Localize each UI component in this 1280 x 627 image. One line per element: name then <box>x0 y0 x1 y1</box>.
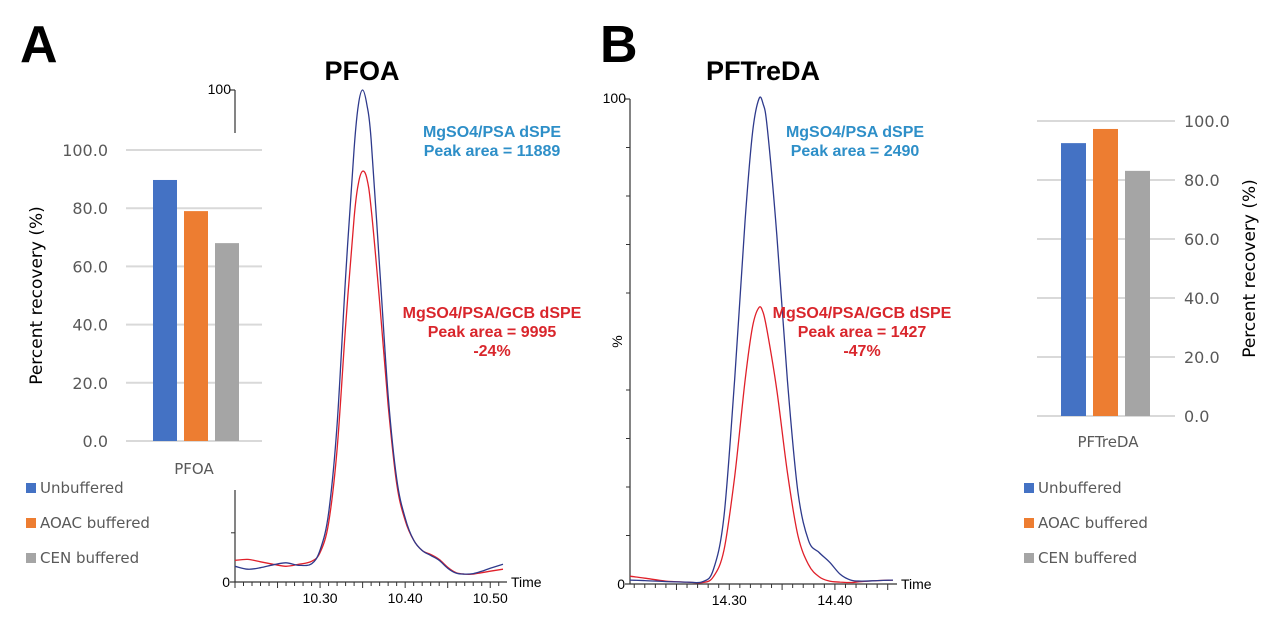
bar-chart-pftreda: 0.0 20.0 40.0 60.0 80.0 100.0 PFTreDA Percent r… <box>1037 112 1260 451</box>
y-tick-label: 0.0 <box>1184 407 1209 426</box>
chromatogram-pftreda: PFTreDA 100 0 14.30 14.40 Time% MgSO4/PSA dSP… <box>603 56 952 608</box>
bar-cen-buffered <box>1125 170 1150 416</box>
y-tick-label: 100.0 <box>62 141 108 160</box>
x-tick-label: 10.30 <box>303 590 338 606</box>
peak-annotation: Peak area = 11889 <box>424 143 561 160</box>
legend-label: Unbuffered <box>40 479 124 497</box>
y-tick-label: 0 <box>617 576 625 592</box>
y-axis-label: Percent recovery (%) <box>27 206 47 385</box>
bar-aoac-buffered <box>184 211 208 441</box>
legend-swatch <box>1024 483 1034 493</box>
y-axis-label: Percent recovery (%) <box>1240 179 1260 358</box>
peak-annotation: -47% <box>843 343 880 360</box>
bar-chart-pfoa: 0.0 20.0 40.0 60.0 80.0 100.0 PFOA Percent reco… <box>27 141 262 478</box>
x-axis-label: Time <box>511 574 542 590</box>
bar-aoac-buffered <box>1093 128 1118 416</box>
peak-annotation: Peak area = 1427 <box>798 324 927 341</box>
y-tick-label: 0 <box>222 574 230 590</box>
bar-unbuffered <box>1061 143 1086 416</box>
y-axis-label: % <box>609 335 625 347</box>
x-tick-label: 10.50 <box>473 590 508 606</box>
x-tick-label: 10.40 <box>388 590 423 606</box>
legend-swatch <box>26 518 36 528</box>
panel-letter-b: B <box>600 16 638 74</box>
legend-a: Unbuffered AOAC buffered CEN buffered <box>26 479 150 567</box>
legend-label: CEN buffered <box>40 549 139 567</box>
peak-annotation: MgSO4/PSA/GCB dSPE <box>403 305 582 322</box>
legend-swatch <box>26 553 36 563</box>
y-tick-label: 40.0 <box>72 316 108 335</box>
peak-annotation: Peak area = 9995 <box>428 324 557 341</box>
x-category-label: PFTreDA <box>1078 433 1140 451</box>
bar-cen-buffered <box>215 243 239 441</box>
x-category-label: PFOA <box>174 460 214 478</box>
panel-letter-a: A <box>20 16 58 74</box>
trace-psa <box>234 89 504 575</box>
trace-psa <box>629 96 894 584</box>
chromatogram-title: PFOA <box>324 56 399 86</box>
y-tick-label: 80.0 <box>72 199 108 218</box>
legend-label: AOAC buffered <box>40 514 150 532</box>
x-tick-label: 14.40 <box>817 592 852 608</box>
y-tick-label: 100.0 <box>1184 112 1230 131</box>
legend-b: Unbuffered AOAC buffered CEN buffered <box>1024 479 1148 567</box>
bar-unbuffered <box>153 179 177 441</box>
y-tick-label: 60.0 <box>1184 230 1220 249</box>
legend-swatch <box>1024 518 1034 528</box>
y-tick-label: 0.0 <box>83 432 108 451</box>
trace-psa-gcb <box>234 170 504 575</box>
trace-psa-gcb <box>629 306 894 584</box>
y-tick-label: 40.0 <box>1184 289 1220 308</box>
x-tick-label: 14.30 <box>712 592 747 608</box>
y-tick-label: 100 <box>208 81 232 97</box>
y-tick-label: 20.0 <box>72 374 108 393</box>
y-tick-label: 100 <box>603 90 627 106</box>
peak-annotation: MgSO4/PSA/GCB dSPE <box>773 305 952 322</box>
legend-label: CEN buffered <box>1038 549 1137 567</box>
peak-annotation: Peak area = 2490 <box>791 143 920 160</box>
x-axis-label: Time <box>901 576 932 592</box>
legend-swatch <box>1024 553 1034 563</box>
y-tick-label: 60.0 <box>72 257 108 276</box>
legend-swatch <box>26 483 36 493</box>
chromatogram-title: PFTreDA <box>706 56 820 86</box>
peak-annotation: -24% <box>473 343 510 360</box>
y-tick-label: 20.0 <box>1184 348 1220 367</box>
legend-label: AOAC buffered <box>1038 514 1148 532</box>
y-tick-label: 80.0 <box>1184 171 1220 190</box>
legend-label: Unbuffered <box>1038 479 1122 497</box>
peak-annotation: MgSO4/PSA dSPE <box>786 124 924 141</box>
peak-annotation: MgSO4/PSA dSPE <box>423 124 561 141</box>
